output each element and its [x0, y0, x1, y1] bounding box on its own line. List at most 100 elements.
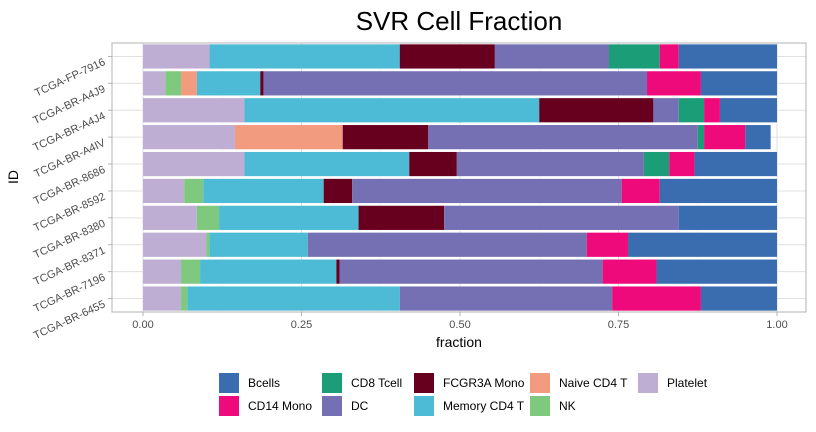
- bar-segment-fcgr3a-mono: [399, 44, 495, 69]
- legend-label: Naive CD4 T: [559, 376, 628, 390]
- bar-segment-nk: [196, 205, 220, 230]
- bar-segment-cd8-tcell: [697, 125, 705, 150]
- bar-segment-platelet: [143, 259, 182, 284]
- bar-segment-platelet: [143, 44, 210, 69]
- legend-key: [414, 373, 434, 393]
- bar-segment-bcells: [678, 205, 777, 230]
- legend-label: DC: [351, 399, 369, 413]
- bar-segment-platelet: [143, 205, 197, 230]
- legend-key: [322, 373, 342, 393]
- bar-segment-cd14-mono: [659, 44, 679, 69]
- bar-segment-dc: [399, 286, 613, 311]
- bar-segment-cd14-mono: [669, 151, 695, 177]
- bar-segment-memory-cd4-t: [244, 98, 540, 123]
- bar-segment-cd14-mono: [647, 71, 701, 96]
- bar-segment-memory-cd4-t: [200, 259, 337, 284]
- bar-segment-memory-cd4-t: [209, 44, 400, 69]
- chart-title: SVR Cell Fraction: [356, 6, 563, 36]
- bar-segment-cd14-mono: [602, 259, 657, 284]
- bar-segment-cd14-mono: [704, 98, 720, 123]
- panel-border: [111, 42, 807, 313]
- y-axis-ticks: TCGA-FP-7916TCGA-BR-A4J9TCGA-BR-A4J4TCGA…: [31, 55, 112, 342]
- bar-segment-platelet: [143, 151, 245, 177]
- bar-segment-platelet: [143, 286, 182, 311]
- bar-segment-cd14-mono: [586, 232, 629, 257]
- bar-segment-memory-cd4-t: [187, 286, 400, 311]
- legend-key: [322, 396, 342, 416]
- legend-label: NK: [559, 399, 576, 413]
- x-tick-label: 1.00: [766, 319, 787, 331]
- bar-segment-fcgr3a-mono: [342, 125, 429, 150]
- bar-segment-nk: [181, 259, 201, 284]
- x-tick-label: 0.25: [291, 319, 312, 331]
- bar-segment-memory-cd4-t: [219, 205, 359, 230]
- bar-segment-dc: [263, 71, 648, 96]
- bars: [143, 44, 777, 311]
- bar-segment-memory-cd4-t: [196, 71, 261, 96]
- bar-segment-bcells: [694, 151, 777, 177]
- x-axis-ticks: 0.00 0.25 0.50 0.75 1.00: [132, 312, 788, 331]
- bar-segment-memory-cd4-t: [209, 232, 308, 257]
- legend-key: [638, 373, 658, 393]
- legend: Bcells CD14 Mono CD8 Tcell DC FCGR3A Mono Mem…: [219, 373, 708, 416]
- bar-segment-cd8-tcell: [678, 98, 705, 123]
- bar-segment-cd8-tcell: [643, 151, 670, 177]
- legend-key: [414, 396, 434, 416]
- bar-segment-fcgr3a-mono: [260, 71, 264, 96]
- bar-segment-cd8-tcell: [608, 44, 660, 69]
- bar-segment-bcells: [659, 178, 777, 204]
- bar-segment-platelet: [143, 125, 235, 150]
- bar-segment-fcgr3a-mono: [358, 205, 445, 230]
- bar-segment-dc: [653, 98, 679, 123]
- bar-segment-bcells: [656, 259, 777, 284]
- legend-key: [530, 396, 550, 416]
- bar-segment-bcells: [700, 71, 777, 96]
- bar-segment-fcgr3a-mono: [323, 178, 353, 204]
- bar-segment-dc: [307, 232, 587, 257]
- bar-segment-memory-cd4-t: [203, 178, 324, 204]
- bar-segment-bcells: [628, 232, 777, 257]
- bar-segment-dc: [456, 151, 644, 177]
- x-tick-label: 0.75: [608, 319, 629, 331]
- bar-segment-dc: [352, 178, 622, 204]
- legend-label: Platelet: [667, 376, 708, 390]
- legend-label: FCGR3A Mono: [443, 376, 525, 390]
- legend-key: [219, 373, 239, 393]
- x-tick-label: 0.50: [449, 319, 470, 331]
- y-axis-title: ID: [5, 170, 21, 184]
- bar-segment-platelet: [143, 98, 245, 123]
- bar-segment-platelet: [143, 178, 185, 204]
- bar-segment-naive-cd4-t: [181, 71, 197, 96]
- bar-segment-bcells: [678, 44, 777, 69]
- bar-segment-fcgr3a-mono: [409, 151, 457, 177]
- legend-label: CD8 Tcell: [351, 376, 402, 390]
- bar-segment-platelet: [143, 71, 166, 96]
- bar-segment-cd14-mono: [704, 125, 746, 150]
- x-tick-label: 0.00: [132, 319, 153, 331]
- bar-segment-dc: [494, 44, 609, 69]
- bar-segment-cd14-mono: [621, 178, 660, 204]
- bar-segment-cd14-mono: [612, 286, 701, 311]
- bar-segment-nk: [181, 286, 188, 311]
- bar-segment-fcgr3a-mono: [336, 259, 340, 284]
- bar-segment-bcells: [745, 125, 771, 150]
- bar-segment-platelet: [143, 232, 207, 257]
- x-axis-title: fraction: [436, 334, 482, 350]
- legend-label: Bcells: [248, 376, 280, 390]
- bar-segment-nk: [206, 232, 210, 257]
- legend-key: [530, 373, 550, 393]
- legend-label: CD14 Mono: [248, 399, 312, 413]
- bar-segment-dc: [428, 125, 698, 150]
- bar-segment-bcells: [700, 286, 777, 311]
- bar-segment-naive-cd4-t: [234, 125, 343, 150]
- legend-label: Memory CD4 T: [443, 399, 525, 413]
- bar-segment-nk: [184, 178, 204, 204]
- bar-segment-bcells: [719, 98, 777, 123]
- bar-segment-dc: [444, 205, 679, 230]
- bar-segment-dc: [339, 259, 603, 284]
- bar-segment-memory-cd4-t: [244, 151, 410, 177]
- legend-key: [219, 396, 239, 416]
- bar-segment-fcgr3a-mono: [539, 98, 654, 123]
- bar-segment-nk: [165, 71, 182, 96]
